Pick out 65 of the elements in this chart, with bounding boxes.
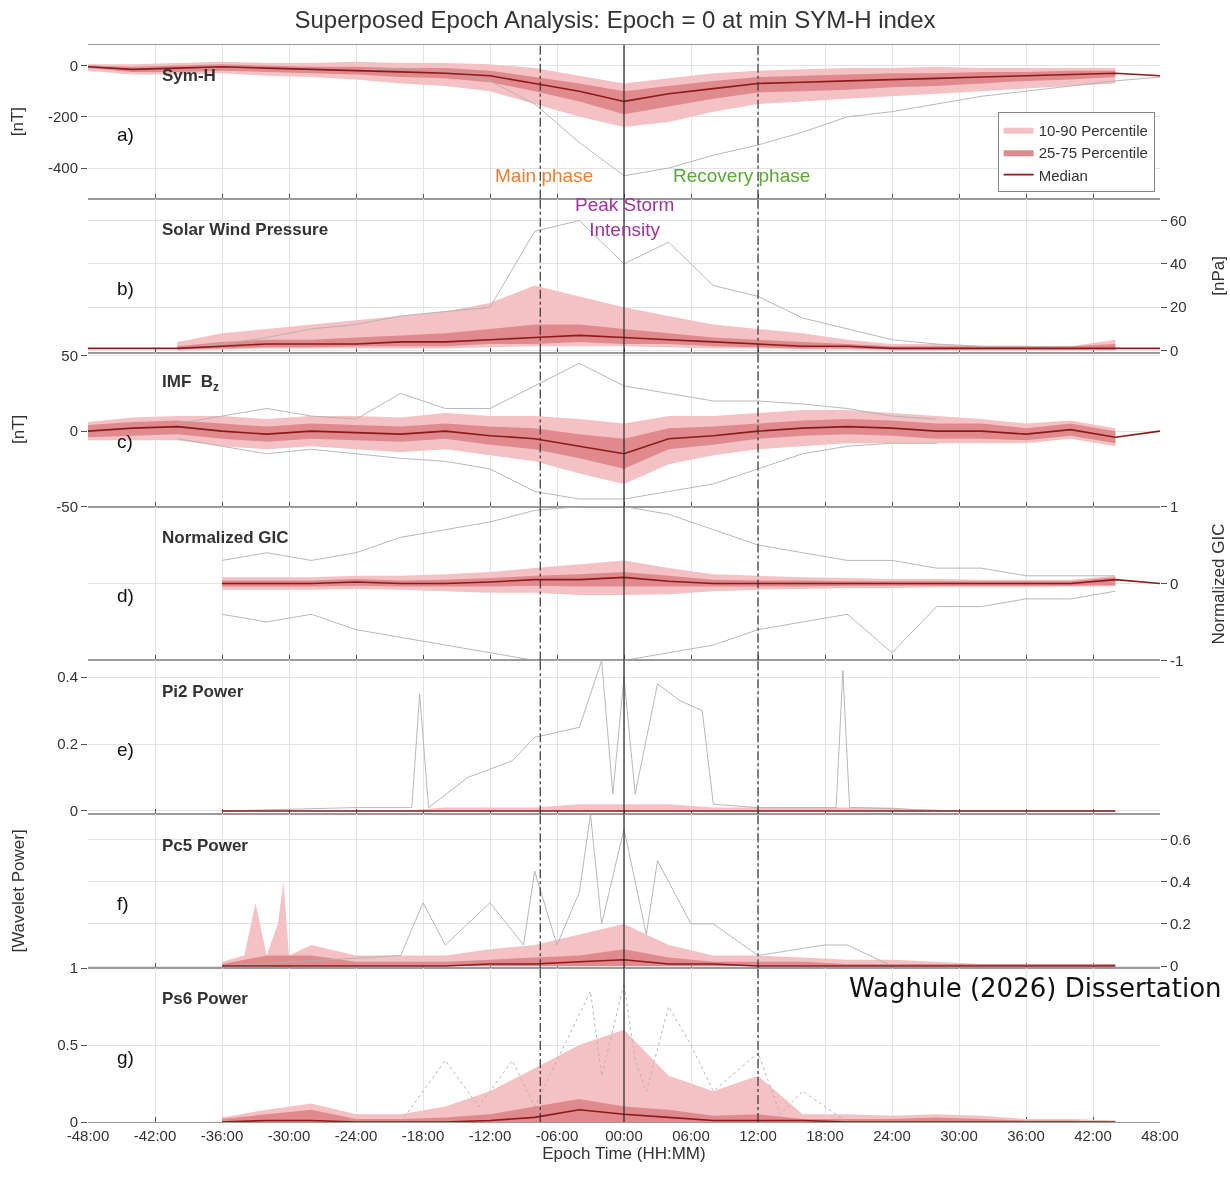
x-tick-label: -24:00 (334, 1127, 378, 1144)
y2-tick-label: -1 (1170, 651, 1184, 669)
y-axis-title: [Wavelet Power] (9, 829, 29, 953)
y-axis-title: [nT] (8, 106, 28, 137)
x-tick-label: 24:00 (873, 1127, 911, 1144)
x-tick-label: 42:00 (1074, 1127, 1112, 1144)
annotation: a) (117, 124, 134, 145)
x-tick-label: 48:00 (1141, 1127, 1179, 1144)
x-tick-label: -12:00 (468, 1127, 512, 1144)
annotation: Waghule (2026) Dissertation (849, 973, 1222, 1003)
annotation: Ps6 Power (162, 989, 249, 1008)
x-tick-label: 00:00 (605, 1127, 643, 1144)
annotation: Recovery phase (673, 165, 811, 186)
legend-label: 10-90 Percentile (1038, 121, 1148, 139)
y2-tick-label: 1 (1170, 497, 1179, 515)
annotation: d) (117, 585, 134, 606)
annotation: f) (117, 893, 129, 914)
annotation: Normalized GIC (162, 528, 289, 547)
legend-label: 25-75 Percentile (1038, 144, 1148, 161)
y-tick-label: 0.5 (57, 1036, 78, 1054)
y2-tick-label: 0.6 (1170, 830, 1191, 848)
y2-tick-label: 0 (1170, 341, 1179, 359)
y2-tick-label: 0.4 (1170, 872, 1191, 890)
y2-tick-label: 0 (1170, 957, 1179, 975)
annotation: Pc5 Power (162, 836, 249, 855)
x-tick-label: 12:00 (739, 1127, 777, 1144)
y-tick-label: 0 (69, 56, 78, 74)
annotation: Pi2 Power (162, 682, 244, 701)
y2-axis-title: Normalized GIC (1209, 523, 1229, 645)
x-tick-label: -06:00 (535, 1127, 579, 1144)
y-tick-label: -400 (47, 159, 78, 177)
annotation: e) (117, 739, 134, 760)
y-axis-title: [nT] (8, 414, 28, 444)
y2-tick-label: 0.2 (1170, 915, 1191, 933)
chart-title: Superposed Epoch Analysis: Epoch = 0 at min SYM-H index (294, 6, 936, 34)
annotation: Sym-H (162, 66, 216, 85)
annotation: b) (117, 278, 134, 299)
x-tick-label: 18:00 (806, 1127, 844, 1144)
legend-label: Median (1038, 166, 1088, 184)
x-tick-label: -42:00 (133, 1127, 177, 1144)
x-tick-label: 06:00 (672, 1127, 710, 1144)
y-tick-label: 0 (69, 422, 78, 440)
y2-tick-label: 60 (1170, 211, 1187, 229)
y-tick-label: 0.2 (57, 735, 78, 753)
y-tick-label: 50 (61, 346, 78, 364)
y-tick-label: 1 (69, 959, 78, 977)
x-tick-label: 36:00 (1007, 1127, 1045, 1144)
annotation: IMF B$_{z}$ (162, 372, 219, 394)
x-tick-label: -36:00 (200, 1127, 244, 1144)
annotation: Solar Wind Pressure (162, 220, 329, 239)
annotation: g) (117, 1047, 134, 1068)
y-tick-label: -200 (47, 108, 78, 126)
annotation: c) (117, 431, 133, 452)
x-tick-label: -18:00 (401, 1127, 445, 1144)
x-tick-label: 30:00 (940, 1127, 978, 1144)
x-tick-label: -30:00 (267, 1127, 311, 1144)
y2-axis-title: [nPa] (1209, 256, 1229, 296)
y-tick-label: 0.4 (57, 668, 78, 686)
y2-tick-label: 20 (1170, 298, 1187, 316)
y2-tick-label: 0 (1170, 574, 1179, 592)
y2-tick-label: 40 (1170, 255, 1187, 273)
annotation: Main phase (495, 165, 594, 186)
y-tick-label: -50 (56, 497, 78, 515)
y-tick-label: 0 (69, 802, 78, 820)
x-axis-title: Epoch Time (HH:MM) (542, 1144, 706, 1164)
